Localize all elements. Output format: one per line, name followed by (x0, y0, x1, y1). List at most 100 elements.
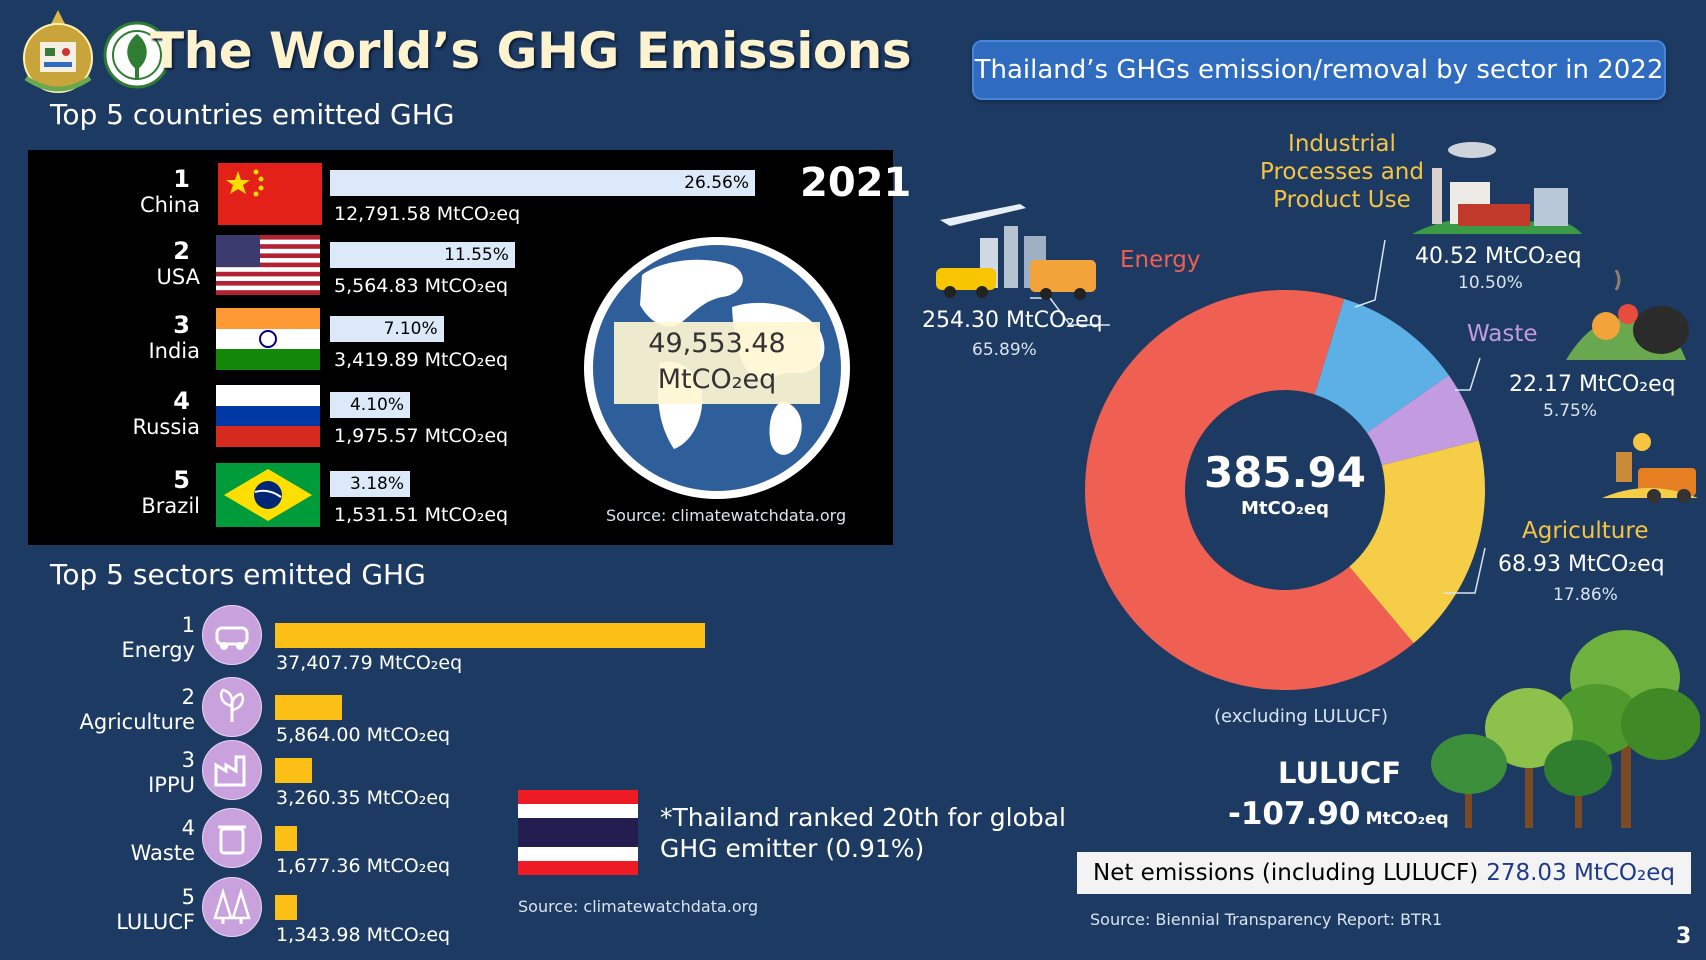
sector-rank: 5 (181, 885, 195, 909)
donut-percent-waste: 5.75% (1543, 401, 1598, 421)
top-sectors-heading: Top 5 sectors emitted GHG (50, 558, 426, 591)
donut-value-waste: 22.17 MtCO₂eq (1509, 372, 1676, 397)
donut-label-line: Energy (1120, 247, 1201, 273)
brazil-flag-icon (216, 463, 320, 527)
year-label: 2021 (800, 160, 912, 206)
energy-illustration-icon (936, 204, 1096, 300)
sector-value-label: 1,677.36 MtCO₂eq (276, 855, 451, 877)
donut-value-agriculture: 68.93 MtCO₂eq (1498, 552, 1665, 577)
sector-label: Agriculture (79, 710, 196, 734)
country-rank: 3 (173, 311, 190, 339)
donut-center-unit: MtCO₂eq (1240, 498, 1329, 519)
country-percent-label: 7.10% (383, 319, 438, 339)
country-name: 2 USA (30, 238, 200, 290)
donut-value-ippu: 40.52 MtCO₂eq (1415, 244, 1582, 269)
sector-value-label: 1,343.98 MtCO₂eq (276, 924, 451, 946)
sector-bar (275, 758, 313, 783)
lulucf-value-group: -107.90 MtCO₂eq (1228, 796, 1449, 832)
sector-bar (275, 623, 705, 648)
sector-name: 2 Agriculture (25, 685, 196, 735)
donut-percent-ippu: 10.50% (1458, 273, 1523, 293)
sector-value-label: 37,407.79 MtCO₂eq (276, 652, 463, 674)
waste-illustration-icon (1566, 270, 1689, 360)
emblem-logo (23, 10, 93, 93)
country-name: 1 China (30, 166, 200, 218)
thailand-banner: Thailand’s GHGs emission/removal by sect… (972, 40, 1666, 100)
country-percent-label: 11.55% (444, 245, 509, 265)
forest-illustration-icon (1431, 630, 1700, 828)
sector-rank: 3 (181, 748, 195, 772)
rank-note-line1: *Thailand ranked 20th for global (660, 803, 1067, 832)
sector-rank: 1 (181, 613, 195, 637)
donut-value-energy: 254.30 MtCO₂eq (922, 308, 1103, 333)
thailand-rank-note: *Thailand ranked 20th for global GHG emi… (660, 802, 1066, 864)
factory-icon (202, 740, 262, 800)
sector-bar (275, 895, 297, 920)
rank-note-line2: GHG emitter (0.91%) (660, 834, 925, 863)
donut-center: 385.94 MtCO₂eq (1185, 448, 1385, 519)
country-label: China (140, 193, 200, 217)
forest-icon (202, 877, 262, 937)
net-emissions-label: Net emissions (including LULUCF) (1092, 860, 1479, 886)
donut-center-value: 385.94 (1203, 448, 1367, 497)
country-value-label: 1,975.57 MtCO₂eq (334, 425, 509, 447)
donut-label-line: Waste (1467, 321, 1538, 347)
country-value-label: 5,564.83 MtCO₂eq (334, 275, 509, 297)
country-value-label: 3,419.89 MtCO₂eq (334, 349, 509, 371)
globe-total-unit: MtCO₂eq (657, 364, 777, 395)
sector-bar (275, 695, 343, 720)
net-emissions-box: Net emissions (including LULUCF) 278.03 … (1077, 852, 1691, 894)
sector-name: 1 Energy (25, 613, 195, 663)
usa-flag-icon (216, 235, 320, 295)
country-label: Russia (132, 415, 200, 439)
donut-label-ippu: Industrial Processes and Product Use (1260, 130, 1424, 214)
country-bar: 4.10% (330, 392, 410, 418)
country-label: USA (156, 265, 200, 289)
country-bar: 26.56% (330, 170, 755, 196)
lulucf-unit: MtCO₂eq (1365, 809, 1449, 829)
countries-source: Source: climatewatchdata.org (606, 506, 847, 525)
donut-label-line: Product Use (1273, 187, 1411, 213)
country-rank: 5 (173, 466, 190, 494)
thailand-flag-icon (518, 790, 638, 875)
country-label: Brazil (141, 494, 200, 518)
country-value-label: 1,531.51 MtCO₂eq (334, 504, 509, 526)
agency-logo (103, 21, 171, 89)
china-flag-icon (218, 163, 322, 225)
donut-slice-industrial-processes-and-product-use (1314, 298, 1449, 433)
sector-label: IPPU (148, 773, 195, 797)
country-label: India (148, 339, 200, 363)
country-name: 4 Russia (30, 388, 200, 440)
country-bar: 7.10% (330, 316, 444, 342)
sector-value-label: 3,260.35 MtCO₂eq (276, 787, 451, 809)
donut-label-line: Agriculture (1522, 518, 1649, 544)
car-icon (202, 605, 262, 665)
thailand-source: Source: Biennial Transparency Report: BT… (1090, 910, 1443, 929)
page-title: The World’s GHG Emissions (150, 22, 912, 80)
globe-total-value: 49,553.48 (648, 328, 786, 359)
sector-value-label: 5,864.00 MtCO₂eq (276, 724, 451, 746)
donut-label-line: Industrial (1288, 131, 1396, 157)
globe-total: 49,553.48 MtCO₂eq (614, 326, 820, 398)
country-rank: 2 (173, 237, 190, 265)
donut-slice-waste (1366, 375, 1479, 466)
lulucf-label: LULUCF (1278, 756, 1402, 790)
country-name: 5 Brazil (30, 467, 200, 519)
country-percent-label: 3.18% (349, 474, 404, 494)
excluding-note: (excluding LULUCF) (1214, 706, 1388, 727)
sectors-source: Source: climatewatchdata.org (518, 897, 759, 916)
donut-percent-agriculture: 17.86% (1553, 585, 1618, 605)
donut-slice-energy (1085, 290, 1414, 690)
country-bar: 11.55% (330, 242, 515, 268)
sector-name: 3 IPPU (25, 748, 195, 798)
india-flag-icon (216, 308, 320, 370)
donut-label-energy: Energy (1120, 246, 1201, 274)
plant-icon (202, 677, 262, 737)
sector-name: 4 Waste (25, 816, 195, 866)
net-emissions-value: 278.03 MtCO₂eq (1486, 860, 1676, 886)
industrial-illustration-icon (1412, 142, 1582, 234)
sector-label: Waste (130, 841, 195, 865)
sector-label: LULUCF (116, 910, 195, 934)
sector-label: Energy (121, 638, 195, 662)
